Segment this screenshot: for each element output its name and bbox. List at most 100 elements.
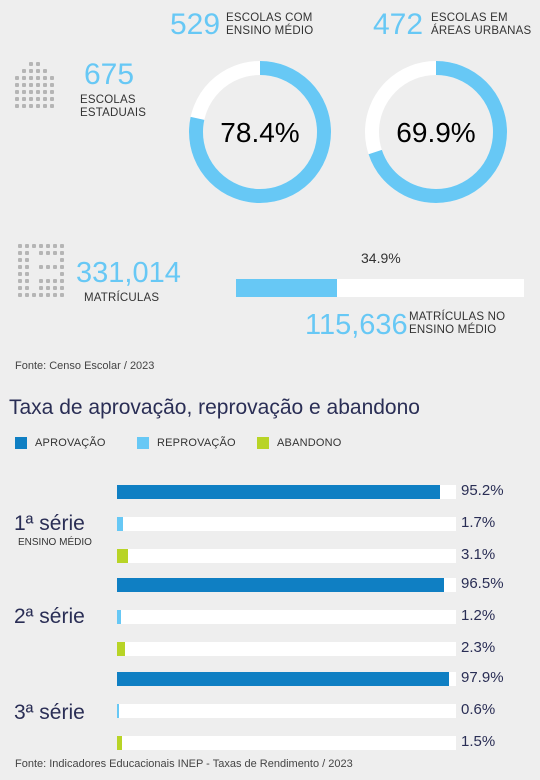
schools-high-school-label: ESCOLAS COM ENSINO MÉDIO — [226, 12, 313, 38]
icon-dot — [60, 272, 64, 276]
icon-dot — [29, 69, 33, 73]
schools-high-school-value: 529 — [170, 8, 221, 41]
donut-arc — [189, 61, 331, 203]
icon-dot — [36, 90, 40, 94]
donut-chart-high-school: 78.4% — [189, 61, 331, 203]
legend-item-dropout: ABANDONO — [257, 437, 342, 449]
label-line: ESCOLAS — [80, 94, 136, 106]
enrollment-document-icon — [18, 244, 64, 297]
category-label-1: 1ª série — [14, 512, 85, 535]
icon-dot — [22, 104, 26, 108]
category-label-3: 3ª série — [14, 701, 85, 724]
bar-track — [117, 549, 456, 563]
legend-swatch — [257, 437, 269, 449]
icon-dot — [15, 83, 19, 87]
icon-dot — [46, 251, 50, 255]
icon-dot — [36, 62, 40, 66]
enrollment-bar-fill — [236, 279, 337, 297]
icon-dot — [39, 279, 43, 283]
legend-label: APROVAÇÃO — [35, 437, 106, 449]
icon-dot — [53, 244, 57, 248]
icon-dot — [22, 76, 26, 80]
icon-dot — [29, 97, 33, 101]
bar-track — [117, 642, 456, 656]
icon-dot — [15, 97, 19, 101]
icon-dot — [18, 293, 22, 297]
icon-dot — [18, 279, 22, 283]
icon-dot — [18, 251, 22, 255]
school-building-icon — [15, 62, 54, 108]
enrollments-value: 331,014 — [76, 257, 181, 289]
icon-dot — [29, 83, 33, 87]
icon-dot — [46, 265, 50, 269]
chart-title: Taxa de aprovação, reprovação e abandono — [9, 396, 420, 419]
legend-swatch — [137, 437, 149, 449]
icon-dot — [22, 90, 26, 94]
icon-dot — [60, 265, 64, 269]
hs-enrollments-value: 115,636 — [305, 309, 408, 341]
icon-dot — [53, 279, 57, 283]
bar-abandono — [117, 642, 125, 656]
icon-dot — [43, 90, 47, 94]
bar-value-label: 1.7% — [461, 514, 496, 531]
label-line: ESCOLAS COM — [226, 12, 313, 24]
icon-dot — [18, 272, 22, 276]
icon-dot — [60, 251, 64, 255]
donut-percent-label: 69.9% — [396, 117, 475, 148]
source-census: Fonte: Censo Escolar / 2023 — [15, 360, 155, 372]
icon-dot — [60, 286, 64, 290]
bar-aprovação — [117, 578, 445, 592]
icon-dot — [15, 104, 19, 108]
icon-dot — [29, 104, 33, 108]
icon-dot — [50, 83, 54, 87]
icon-dot — [22, 69, 26, 73]
bar-aprovação — [117, 672, 449, 686]
bar-reprovação — [117, 517, 123, 531]
icon-dot — [53, 286, 57, 290]
icon-dot — [50, 104, 54, 108]
donut-arc — [365, 61, 507, 203]
enrollments-label: MATRÍCULAS — [84, 292, 160, 304]
icon-dot — [32, 244, 36, 248]
icon-dot — [15, 90, 19, 94]
icon-dot — [25, 286, 29, 290]
label-line: ENSINO MÉDIO — [226, 25, 314, 37]
icon-dot — [39, 244, 43, 248]
donut-percent-label: 78.4% — [220, 117, 299, 148]
legend-swatch — [15, 437, 27, 449]
bar-reprovação — [117, 610, 122, 624]
category-label-2: 2ª série — [14, 605, 85, 628]
icon-dot — [29, 62, 33, 66]
icon-dot — [50, 76, 54, 80]
legend-label: ABANDONO — [277, 437, 342, 449]
icon-dot — [36, 76, 40, 80]
icon-dot — [39, 286, 43, 290]
state-schools-value: 675 — [84, 58, 135, 91]
bar-track — [117, 485, 456, 499]
icon-dot — [43, 69, 47, 73]
icon-dot — [60, 293, 64, 297]
legend-label: REPROVAÇÃO — [157, 437, 236, 449]
bar-value-label: 1.2% — [461, 607, 496, 624]
legend-item-failure: REPROVAÇÃO — [137, 437, 257, 449]
category-sublabel-1: ENSINO MÉDIO — [18, 537, 92, 548]
bar-track — [117, 704, 456, 718]
label-line: ESCOLAS EM — [431, 12, 508, 24]
icon-dot — [60, 244, 64, 248]
icon-dot — [25, 244, 29, 248]
icon-dot — [25, 251, 29, 255]
icon-dot — [25, 279, 29, 283]
icon-dot — [43, 83, 47, 87]
bar-value-label: 0.6% — [461, 701, 496, 718]
icon-dot — [22, 97, 26, 101]
icon-dot — [43, 76, 47, 80]
bar-value-label: 1.5% — [461, 733, 496, 750]
icon-dot — [18, 258, 22, 262]
icon-dot — [46, 293, 50, 297]
icon-dot — [18, 286, 22, 290]
source-inep: Fonte: Indicadores Educacionais INEP - T… — [15, 758, 353, 770]
icon-dot — [53, 265, 57, 269]
bar-abandono — [117, 549, 128, 563]
icon-dot — [50, 97, 54, 101]
chart-legend: APROVAÇÃO REPROVAÇÃO ABANDONO — [15, 437, 342, 449]
